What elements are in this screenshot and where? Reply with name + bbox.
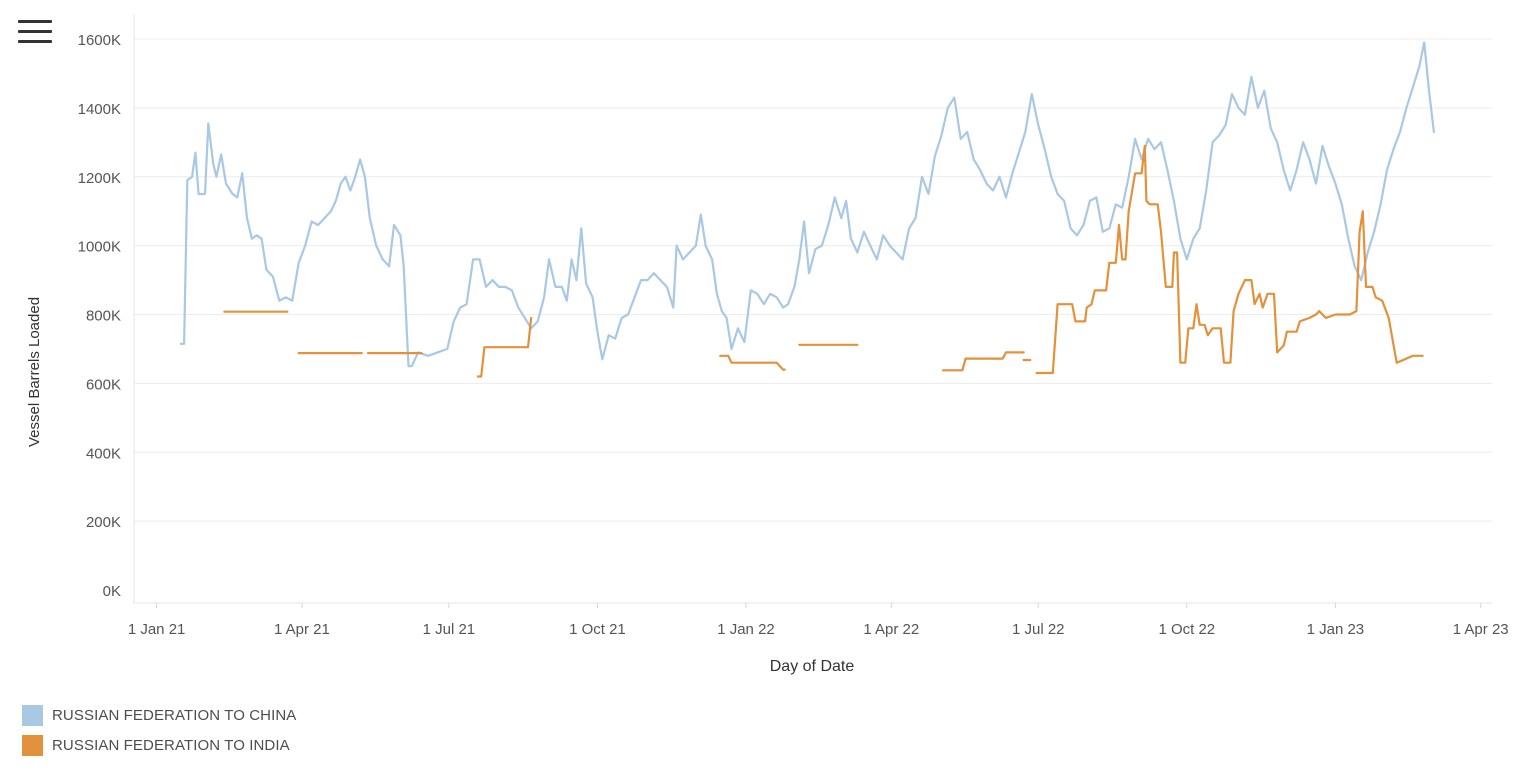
y-tick-label: 1600K <box>78 32 121 49</box>
series-line-india <box>476 316 533 378</box>
x-tick-label: 1 Jan 21 <box>128 621 186 638</box>
x-tick-label: 1 Oct 22 <box>1158 621 1215 638</box>
legend-item-china[interactable]: RUSSIAN FEDERATION TO CHINA <box>22 704 296 726</box>
x-axis-title: Day of Date <box>770 658 855 675</box>
series-line-india <box>719 354 786 371</box>
x-tick-label: 1 Jul 22 <box>1012 621 1065 638</box>
legend-swatch-india <box>22 734 43 756</box>
y-tick-label: 600K <box>86 376 121 393</box>
y-tick-label: 1000K <box>78 239 121 256</box>
legend-swatch-china <box>22 704 43 726</box>
x-tick-label: 1 Oct 21 <box>569 621 626 638</box>
x-tick-label: 1 Jan 23 <box>1307 621 1365 638</box>
y-tick-label: 800K <box>86 308 121 325</box>
chart-legend: RUSSIAN FEDERATION TO CHINA RUSSIAN FEDE… <box>22 704 296 764</box>
x-tick-label: 1 Apr 22 <box>863 621 919 638</box>
x-tick-label: 1 Apr 21 <box>274 621 330 638</box>
series-line-india <box>941 351 1025 372</box>
axes: 0K 200K 400K 600K 800K 1000K 1200K 1400K 1600K 1 … <box>78 14 1509 638</box>
y-axis-title: Vessel Barrels Loaded <box>26 297 43 447</box>
legend-label-china: RUSSIAN FEDERATION TO CHINA <box>52 706 297 724</box>
x-tick-label: 1 Jul 21 <box>423 621 476 638</box>
y-tick-label: 1400K <box>78 101 121 118</box>
grid-lines <box>134 38 1492 522</box>
series-lines <box>179 41 1435 378</box>
y-tick-label: 1200K <box>78 170 121 187</box>
legend-label-india: RUSSIAN FEDERATION TO INDIA <box>52 736 290 754</box>
y-tick-label: 200K <box>86 514 121 531</box>
hamburger-menu-icon[interactable] <box>18 20 52 46</box>
series-line-india <box>1035 144 1424 375</box>
y-tick-label: 0K <box>103 583 121 600</box>
legend-item-india[interactable]: RUSSIAN FEDERATION TO INDIA <box>22 734 296 756</box>
x-tick-label: 1 Apr 23 <box>1453 621 1509 638</box>
series-line-china <box>179 41 1435 368</box>
y-tick-label: 400K <box>86 445 121 462</box>
x-tick-label: 1 Jan 22 <box>717 621 775 638</box>
